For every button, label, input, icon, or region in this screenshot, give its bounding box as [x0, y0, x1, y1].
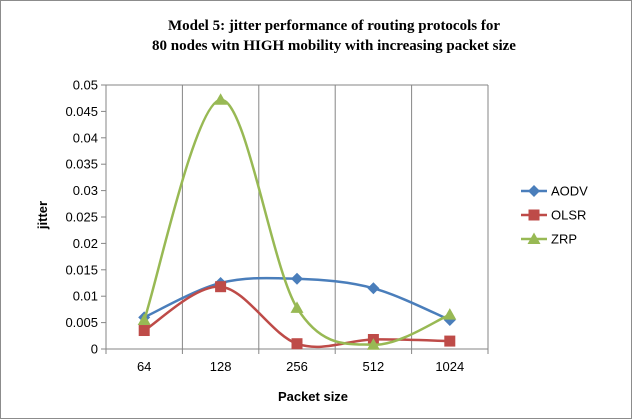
series-zrp: [137, 93, 457, 350]
data-point-olsr: [291, 338, 303, 350]
y-tick-label: 0.045: [65, 104, 98, 119]
y-tick-label: 0.05: [73, 78, 98, 93]
legend-marker-olsr: [528, 209, 540, 221]
y-tick-label: 0.03: [73, 183, 98, 198]
x-tick-label: 256: [286, 359, 308, 374]
legend-label-zrp: ZRP: [551, 232, 577, 247]
y-tick-label: 0.035: [65, 157, 98, 172]
data-point-zrp: [137, 313, 151, 325]
x-tick-label: 64: [137, 359, 151, 374]
y-tick-label: 0.015: [65, 262, 98, 277]
y-tick-label: 0: [91, 342, 98, 357]
legend: AODV OLSR ZRP: [521, 184, 588, 247]
x-tick-label: 1024: [435, 359, 464, 374]
legend-label-aodv: AODV: [551, 184, 588, 199]
y-tick-label: 0.025: [65, 210, 98, 225]
y-axis-ticks: 0 0.005 0.01 0.015 0.02 0.025 0.03 0.035 0.04 0.0…: [65, 78, 106, 357]
x-axis-title: Packet size: [278, 389, 348, 404]
series-line-zrp: [143, 98, 451, 347]
y-tick-label: 0.01: [73, 289, 98, 304]
legend-marker-aodv: [528, 185, 540, 197]
data-point-aodv: [367, 282, 380, 295]
data-point-aodv: [291, 272, 303, 285]
data-point-zrp: [443, 308, 457, 320]
legend-label-olsr: OLSR: [551, 208, 586, 223]
x-tick-label: 128: [210, 359, 232, 374]
chart-title-line-2: 80 nodes witn HIGH mobility with increas…: [152, 38, 516, 54]
x-axis-ticks: 64 128 256 512 1024: [105, 349, 489, 374]
series-layer: [137, 93, 457, 350]
y-tick-label: 0.04: [73, 130, 98, 145]
data-point-zrp: [214, 93, 228, 105]
y-tick-label: 0.005: [65, 315, 98, 330]
legend-item-olsr: OLSR: [521, 208, 586, 223]
x-tick-label: 512: [363, 359, 385, 374]
gridlines: [106, 84, 489, 349]
legend-item-zrp: ZRP: [521, 232, 577, 247]
data-point-olsr: [444, 335, 456, 347]
data-point-zrp: [366, 338, 380, 350]
data-point-olsr: [138, 325, 150, 337]
legend-item-aodv: AODV: [521, 184, 588, 199]
y-axis-title: jitter: [35, 201, 50, 230]
y-tick-label: 0.02: [73, 236, 98, 251]
data-point-zrp: [290, 301, 304, 313]
series-olsr: [138, 281, 456, 350]
chart-title-line-1: Model 5: jitter performance of routing p…: [168, 18, 500, 34]
data-point-olsr: [215, 281, 227, 293]
legend-marker-zrp: [527, 232, 541, 244]
